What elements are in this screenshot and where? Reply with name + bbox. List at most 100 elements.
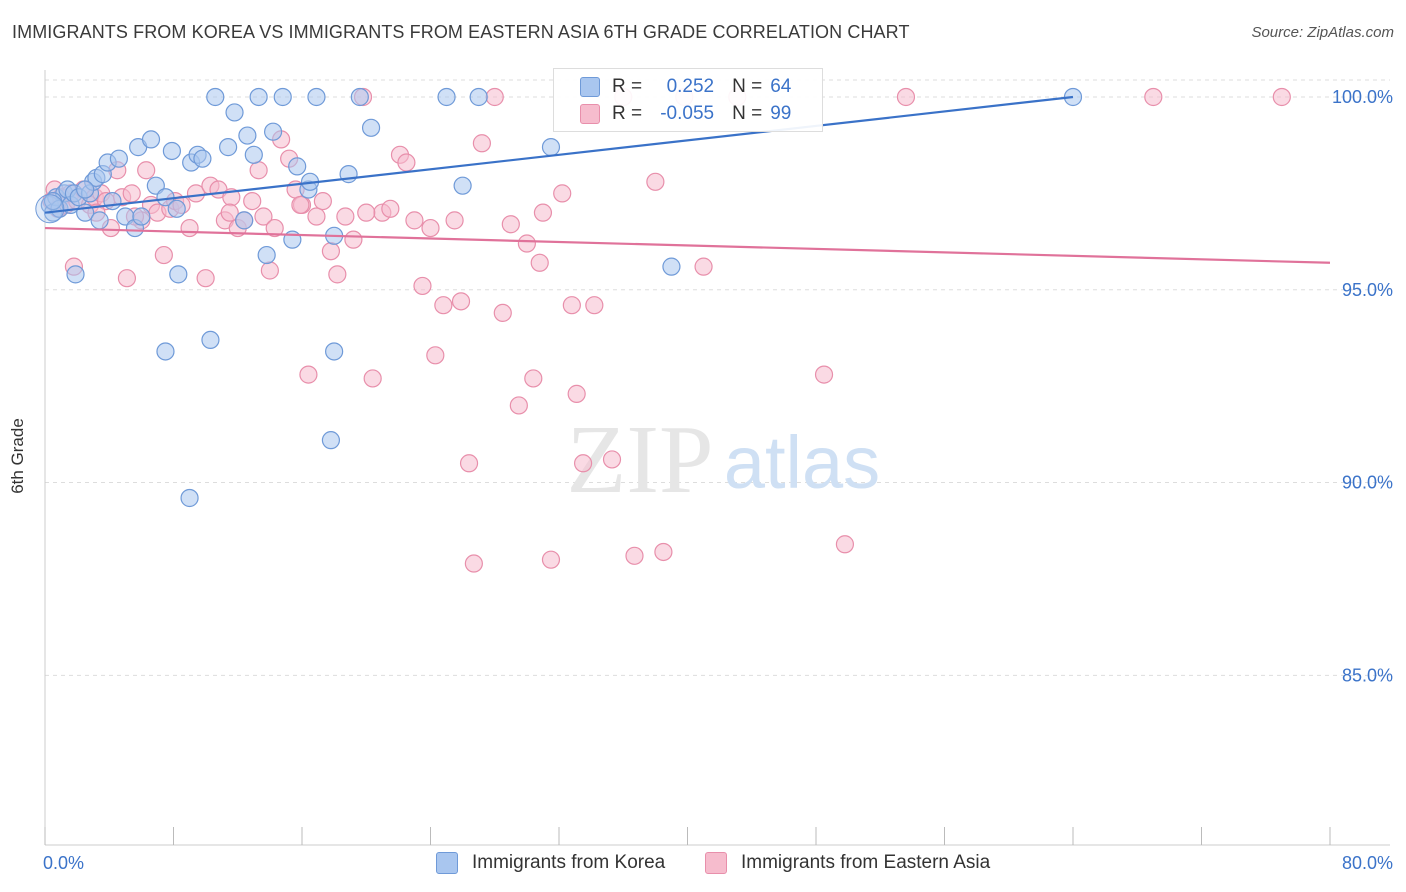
data-point-eastasia bbox=[896, 87, 916, 107]
y-tick-label: 85.0% bbox=[1342, 665, 1393, 685]
data-point-eastasia bbox=[122, 184, 141, 203]
data-point-eastasia bbox=[249, 161, 268, 180]
data-point-korea bbox=[437, 87, 456, 107]
data-point-eastasia bbox=[313, 191, 332, 211]
data-point-eastasia bbox=[196, 269, 215, 288]
data-point-korea bbox=[263, 122, 283, 141]
data-point-korea bbox=[273, 87, 292, 107]
data-point-korea bbox=[350, 87, 369, 107]
data-point-eastasia bbox=[321, 242, 341, 261]
data-point-korea bbox=[193, 149, 212, 168]
legend-r-value: -0.055 bbox=[660, 103, 715, 124]
data-point-korea bbox=[453, 176, 472, 195]
grid-lines bbox=[45, 79, 1390, 676]
data-point-korea bbox=[180, 488, 199, 508]
legend-row-korea: R = 0.252 N = 64 bbox=[580, 75, 791, 99]
watermark-atlas: atlas bbox=[724, 421, 880, 504]
legend-n-value: 99 bbox=[770, 103, 792, 124]
data-point-eastasia bbox=[562, 296, 581, 315]
data-point-eastasia bbox=[243, 191, 262, 211]
trend-line-eastasia bbox=[44, 226, 1331, 264]
data-point-eastasia bbox=[524, 369, 543, 388]
legend-swatch-eastasia bbox=[705, 852, 727, 874]
data-point-korea bbox=[76, 180, 95, 199]
source-label: Source: ZipAtlas.com bbox=[1251, 24, 1394, 41]
legend-swatch-korea bbox=[436, 852, 458, 874]
y-tick-label: 90.0% bbox=[1342, 473, 1393, 493]
data-point-korea bbox=[238, 126, 257, 145]
data-point-eastasia bbox=[265, 218, 284, 238]
legend-r-value: 0.252 bbox=[666, 76, 715, 97]
data-point-eastasia bbox=[434, 296, 453, 315]
data-point-eastasia bbox=[413, 276, 432, 296]
data-point-eastasia bbox=[835, 535, 855, 554]
data-point-eastasia bbox=[291, 195, 310, 215]
data-point-korea bbox=[469, 87, 488, 107]
data-point-korea bbox=[206, 87, 225, 107]
data-point-korea bbox=[541, 138, 561, 157]
data-point-eastasia bbox=[814, 365, 834, 384]
data-point-korea bbox=[167, 199, 186, 218]
legend-n-label: N = bbox=[732, 103, 763, 124]
series-korea-points bbox=[35, 87, 1083, 508]
data-point-eastasia bbox=[654, 542, 673, 562]
data-point-eastasia bbox=[459, 454, 479, 473]
data-point-korea bbox=[257, 245, 276, 265]
data-point-eastasia bbox=[363, 369, 382, 388]
data-point-eastasia bbox=[260, 261, 279, 280]
data-point-korea bbox=[169, 265, 188, 284]
legend-label-korea: Immigrants from Korea bbox=[472, 852, 666, 873]
series-legend: Immigrants from Korea Immigrants from Ea… bbox=[0, 852, 1406, 876]
data-point-eastasia bbox=[451, 292, 471, 311]
data-point-korea bbox=[109, 149, 128, 168]
watermark: ZIP atlas bbox=[567, 406, 881, 514]
data-point-eastasia bbox=[493, 303, 512, 323]
data-point-korea bbox=[66, 265, 85, 284]
tick-labels: 100.0% 95.0% 90.0% 85.0% 0.0% 80.0% bbox=[43, 87, 1393, 873]
data-point-korea bbox=[156, 342, 175, 361]
data-point-eastasia bbox=[501, 215, 520, 234]
legend-label-eastasia: Immigrants from Eastern Asia bbox=[741, 852, 991, 873]
data-point-eastasia bbox=[137, 161, 156, 180]
chart-title: IMMIGRANTS FROM KOREA VS IMMIGRANTS FROM… bbox=[12, 22, 910, 42]
data-point-eastasia bbox=[254, 207, 273, 226]
data-point-korea bbox=[225, 103, 244, 122]
data-point-eastasia bbox=[1144, 87, 1163, 107]
axes bbox=[44, 70, 1390, 846]
data-point-korea bbox=[132, 207, 151, 226]
y-tick-label: 95.0% bbox=[1342, 280, 1393, 300]
data-point-korea bbox=[307, 87, 326, 107]
y-axis-label: 6th Grade bbox=[8, 418, 27, 494]
x-tick-label: 0.0% bbox=[43, 853, 84, 873]
legend-n-label: N = bbox=[732, 76, 763, 97]
data-point-eastasia bbox=[397, 153, 416, 172]
data-point-eastasia bbox=[328, 265, 347, 284]
trend-lines bbox=[44, 95, 1331, 264]
data-point-korea bbox=[141, 130, 161, 149]
data-point-eastasia bbox=[585, 296, 604, 315]
data-point-eastasia bbox=[530, 253, 549, 272]
data-point-eastasia bbox=[646, 172, 665, 191]
data-point-korea bbox=[288, 157, 307, 176]
data-point-eastasia bbox=[421, 218, 440, 238]
data-point-korea bbox=[249, 87, 268, 107]
legend-n-value: 64 bbox=[770, 76, 792, 97]
legend-row-eastasia: R = -0.055 N = 99 bbox=[580, 102, 791, 126]
trend-line-korea bbox=[44, 95, 1074, 214]
data-point-korea bbox=[219, 138, 238, 157]
legend-item-eastasia: Immigrants from Eastern Asia bbox=[705, 852, 990, 874]
data-point-eastasia bbox=[299, 365, 318, 384]
data-point-eastasia bbox=[336, 207, 355, 226]
data-point-eastasia bbox=[1272, 87, 1291, 107]
legend-r-label: R = bbox=[612, 103, 643, 124]
data-point-korea bbox=[90, 211, 109, 230]
data-point-eastasia bbox=[445, 211, 464, 230]
data-point-eastasia bbox=[344, 230, 363, 249]
data-point-eastasia bbox=[694, 257, 713, 276]
data-point-eastasia bbox=[405, 211, 424, 230]
data-point-eastasia bbox=[307, 207, 326, 226]
data-point-korea bbox=[201, 330, 220, 350]
data-point-eastasia bbox=[567, 384, 586, 403]
data-point-eastasia bbox=[553, 184, 572, 203]
